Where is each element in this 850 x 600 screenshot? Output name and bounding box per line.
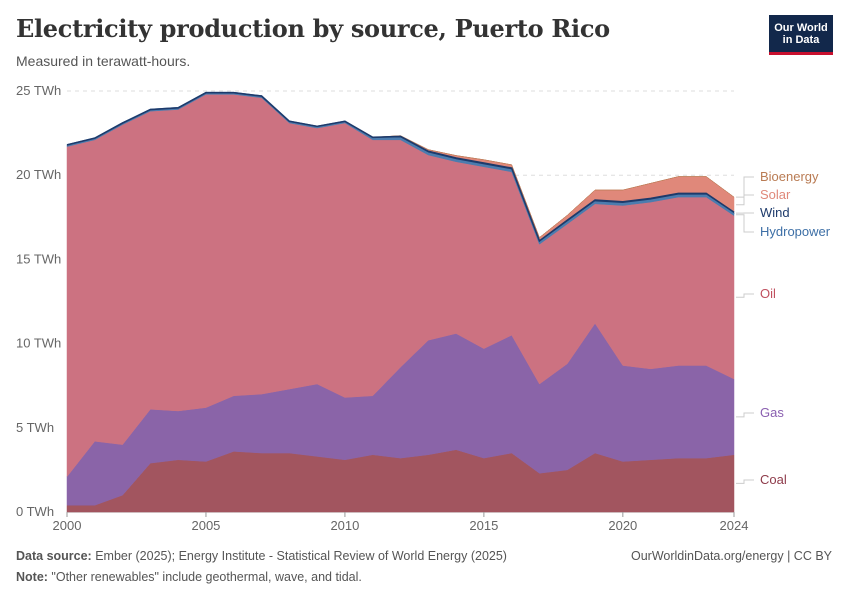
x-axis-ticks: 2000 2005 2010 2015 2020 2024 [53, 512, 749, 533]
x-tick-label: 2024 [720, 518, 749, 533]
legend-label-wind[interactable]: Wind [760, 205, 790, 220]
logo-line-1: Our World [774, 21, 828, 34]
legend-label-coal[interactable]: Coal [760, 472, 787, 487]
owid-logo[interactable]: Our World in Data [769, 15, 833, 55]
source-label: Data source: [16, 549, 92, 563]
area-series [66, 92, 735, 513]
owid-url-license[interactable]: OurWorldinData.org/energy | CC BY [630, 549, 832, 563]
line-wind [66, 91, 735, 243]
note-line: Note: "Other renewables" include geother… [16, 570, 362, 584]
x-tick-label: 2020 [608, 518, 637, 533]
legend-connector [736, 176, 754, 198]
chart-title: Electricity production by source, Puerto… [16, 14, 610, 43]
y-tick-label: 15 TWh [16, 251, 61, 266]
legend-label-gas[interactable]: Gas [760, 405, 784, 420]
legend-label-hydropower[interactable]: Hydropower [760, 224, 831, 239]
x-tick-label: 2000 [53, 518, 82, 533]
y-tick-label: 20 TWh [16, 167, 61, 182]
legend-connector [736, 194, 754, 206]
legend-connector [736, 214, 754, 233]
x-tick-label: 2005 [191, 518, 220, 533]
note-text: "Other renewables" include geothermal, w… [47, 570, 362, 584]
legend-connector [736, 412, 754, 418]
note-label: Note: [16, 570, 48, 584]
y-tick-label: 25 TWh [16, 83, 61, 98]
legend: Bioenergy Solar Wind Hydropower Oil Gas Coal [736, 169, 831, 487]
source-line: Data source: Ember (2025); Energy Instit… [16, 549, 507, 563]
logo-line-2: in Data [782, 33, 820, 46]
area-top-lines [66, 91, 735, 244]
legend-connector [736, 479, 754, 484]
legend-label-bioenergy[interactable]: Bioenergy [760, 169, 819, 184]
source-text: Ember (2025); Energy Institute - Statist… [91, 549, 507, 563]
y-axis-ticks: 0 TWh 5 TWh 10 TWh 15 TWh 20 TWh 25 TWh [16, 83, 61, 519]
legend-label-solar[interactable]: Solar [760, 187, 791, 202]
chart-subtitle: Measured in terawatt-hours. [16, 53, 191, 69]
x-tick-label: 2010 [330, 518, 359, 533]
y-tick-label: 5 TWh [16, 420, 54, 435]
y-tick-label: 0 TWh [16, 504, 54, 519]
x-tick-label: 2015 [469, 518, 498, 533]
y-tick-label: 10 TWh [16, 336, 61, 351]
legend-label-oil[interactable]: Oil [760, 286, 776, 301]
legend-connector [736, 293, 754, 298]
